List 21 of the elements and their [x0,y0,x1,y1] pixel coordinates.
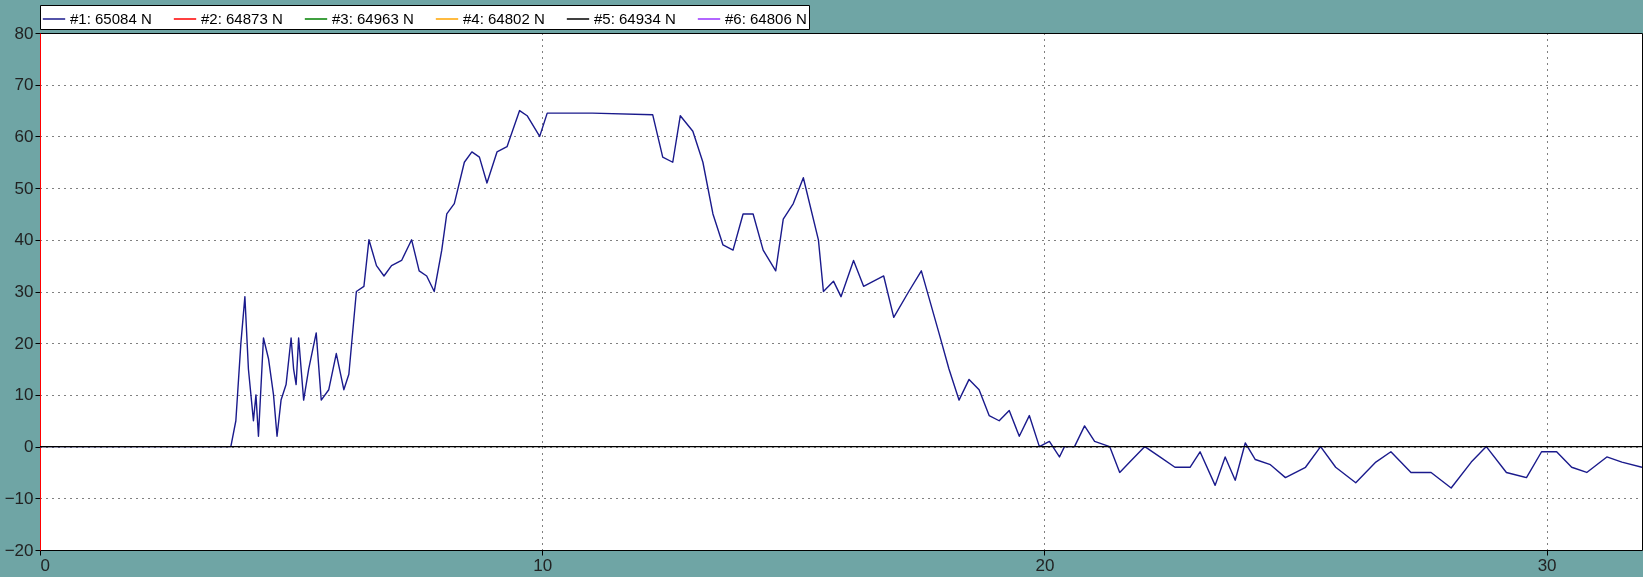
y-tick-label: −20 [4,540,34,560]
x-tick-label: 10 [533,555,553,575]
y-tick-label: 20 [14,333,34,353]
y-tick-label: 50 [14,178,34,198]
y-tick-label: 0 [24,437,34,457]
legend-label: #2: 64873 N [201,10,283,27]
y-tick-label: 60 [14,126,34,146]
y-tick-label: 10 [14,385,34,405]
y-tick-label: 70 [14,75,34,95]
legend-label: #1: 65084 N [70,10,152,27]
legend-label: #5: 64934 N [594,10,676,27]
x-tick-label: 20 [1035,555,1055,575]
legend-label: #3: 64963 N [332,10,414,27]
y-tick-label: 40 [14,230,34,250]
x-tick-label: 0 [40,555,50,575]
legend-label: #4: 64802 N [463,10,545,27]
legend-label: #6: 64806 N [725,10,807,27]
x-tick-label: 30 [1537,555,1557,575]
y-tick-label: −10 [4,488,34,508]
y-tick-label: 30 [14,282,34,301]
y-tick-label: 80 [14,23,34,43]
